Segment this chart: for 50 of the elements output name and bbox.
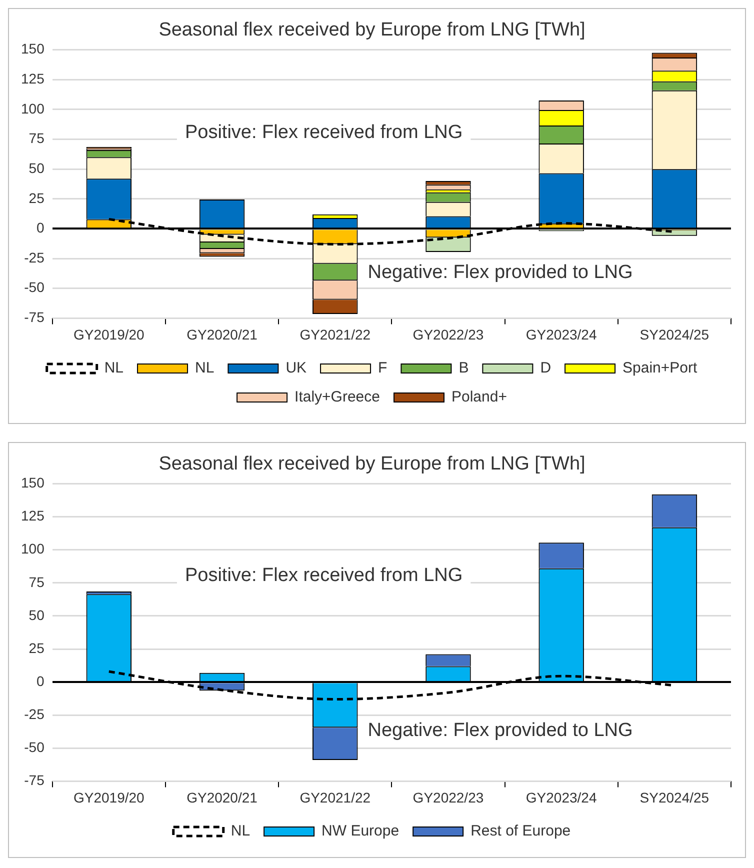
annotation: Negative: Flex provided to LNG — [368, 720, 633, 741]
x-tick-label: GY2023/24 — [526, 789, 597, 806]
legend-label: NW Europe — [322, 822, 400, 840]
y-tick-label: -75 — [24, 309, 45, 326]
y-tick-label: -50 — [24, 739, 45, 756]
y-tick-label: 125 — [21, 70, 45, 86]
y-tick-label: 75 — [28, 574, 45, 590]
legend-label: UK — [286, 360, 307, 377]
x-tick-label: SY2024/25 — [640, 789, 710, 806]
chart-title: Seasonal flex received by Europe from LNG [TWh] — [158, 20, 586, 41]
annotation: Negative: Flex provided to LNG — [368, 262, 633, 283]
x-tick-label: GY2019/20 — [73, 326, 145, 342]
legend-label: F — [378, 360, 388, 377]
x-tick-label: GY2022/23 — [412, 789, 484, 806]
legend-label: Italy+Greece — [294, 388, 380, 406]
y-tick-label: 100 — [21, 540, 45, 557]
y-tick-label: 50 — [28, 606, 45, 623]
y-tick-label: 25 — [28, 190, 45, 206]
annotation: Positive: Flex received from LNG — [184, 122, 463, 144]
legend-label: Poland+ — [451, 388, 508, 406]
legend-label: Rest of Europe — [470, 822, 571, 840]
x-tick-label: GY2021/22 — [300, 326, 371, 342]
y-tick-label: 0 — [36, 220, 45, 236]
y-tick-label: -50 — [24, 279, 45, 296]
x-tick-label: GY2020/21 — [186, 326, 258, 342]
legend-label: NL — [230, 822, 250, 840]
chart-title: Seasonal flex received by Europe from LNG [TWh] — [158, 454, 586, 475]
legend-label: B — [458, 360, 469, 377]
y-tick-label: 25 — [28, 640, 45, 656]
x-tick-label: GY2022/23 — [412, 326, 484, 342]
legend-label: NL — [195, 360, 214, 377]
y-tick-label: 125 — [21, 508, 45, 524]
x-tick-label: SY2024/25 — [640, 326, 710, 342]
annotation: Positive: Flex received from LNG — [184, 565, 463, 586]
y-tick-label: 0 — [36, 672, 45, 689]
legend-label: D — [540, 360, 552, 377]
y-tick-label: 50 — [28, 160, 45, 176]
y-tick-label: -25 — [24, 249, 45, 266]
y-tick-label: -75 — [24, 772, 45, 788]
y-tick-label: -25 — [24, 706, 45, 722]
x-tick-label: GY2019/20 — [73, 789, 145, 806]
x-tick-label: GY2021/22 — [300, 789, 371, 806]
y-tick-label: 100 — [21, 100, 45, 116]
y-tick-label: 75 — [28, 130, 45, 146]
legend-label: NL — [104, 360, 124, 377]
y-tick-label: 150 — [21, 40, 45, 57]
x-tick-label: GY2023/24 — [526, 326, 597, 342]
legend-label: Spain+Port — [622, 360, 698, 377]
y-tick-label: 150 — [21, 474, 45, 491]
x-tick-label: GY2020/21 — [186, 789, 258, 806]
